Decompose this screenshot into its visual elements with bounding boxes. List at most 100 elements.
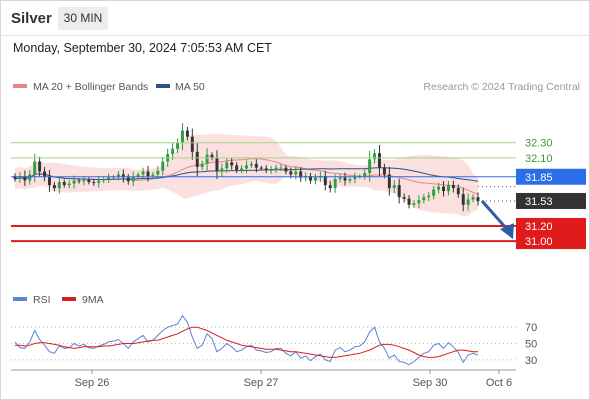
candle-body xyxy=(67,183,71,186)
candle-body xyxy=(422,197,426,201)
candle-body xyxy=(136,174,140,177)
candle-body xyxy=(442,186,445,192)
candle-body xyxy=(185,130,189,137)
candle-body xyxy=(225,162,229,169)
candle-body xyxy=(121,174,125,178)
ma50-legend-label: MA 50 xyxy=(175,81,205,93)
x-tick-label: Sep 27 xyxy=(244,377,279,389)
support-level-tag xyxy=(516,217,586,234)
candle-body xyxy=(13,176,17,180)
candle-body xyxy=(348,179,352,181)
candle-body xyxy=(23,176,27,181)
support-level-label: 31.00 xyxy=(525,236,553,248)
main-plot xyxy=(13,123,480,217)
forecast-arrow-shaft xyxy=(480,199,509,231)
x-tick-label: Sep 26 xyxy=(75,377,110,389)
candle-body xyxy=(294,171,298,175)
candle-body xyxy=(171,148,175,155)
candle-body xyxy=(269,169,273,171)
candle-body xyxy=(378,153,381,168)
candle-body xyxy=(131,176,135,182)
candle-body xyxy=(289,171,293,175)
candle-body xyxy=(461,194,465,205)
candle-body xyxy=(338,177,342,180)
ma9-legend-swatch xyxy=(62,297,76,301)
target-level-label: 32.30 xyxy=(525,138,553,150)
candle-body xyxy=(373,153,377,160)
candle-body xyxy=(471,197,475,200)
candle-body xyxy=(72,180,76,184)
candle-body xyxy=(235,165,239,170)
x-tick-label: Sep 30 xyxy=(413,377,448,389)
candle-body xyxy=(240,168,244,170)
candle-body xyxy=(397,185,401,198)
candle-body xyxy=(323,176,327,186)
ma9-legend-label: 9MA xyxy=(82,294,104,306)
last-price-label: 31.53 xyxy=(525,196,553,208)
candle-body xyxy=(107,177,111,180)
candle-body xyxy=(279,167,283,169)
candle-body xyxy=(466,199,470,205)
candle-body xyxy=(427,195,431,198)
candle-body xyxy=(451,185,455,189)
pivot-level-tag xyxy=(516,168,586,185)
x-tick-label: Oct 6 xyxy=(486,377,512,389)
candle-body xyxy=(230,162,234,166)
candle-body xyxy=(259,167,263,169)
candle-body xyxy=(38,161,42,172)
candle-body xyxy=(176,142,180,149)
ma20-legend-swatch xyxy=(13,84,27,88)
candle-body xyxy=(57,182,61,189)
candle-body xyxy=(190,136,194,152)
candle-body xyxy=(87,179,91,183)
rsi-legend-swatch xyxy=(13,297,27,301)
candle-body xyxy=(195,151,199,167)
candle-body xyxy=(151,174,155,176)
candle-body xyxy=(368,159,372,173)
instrument-title: Silver xyxy=(11,10,52,27)
candle-body xyxy=(77,180,81,182)
candle-body xyxy=(33,161,37,175)
price-levels: 32.30 32.10 31.85 31.53 31.20 31.00 xyxy=(11,138,586,250)
rsi-legend-label: RSI xyxy=(33,294,51,306)
candle-body xyxy=(116,174,120,177)
candle-body xyxy=(417,200,421,204)
candle-body xyxy=(353,176,357,180)
candle-body xyxy=(264,168,268,170)
candle-body xyxy=(180,130,184,143)
candle-body xyxy=(249,163,253,166)
support-level-tag xyxy=(516,233,586,250)
candle-body xyxy=(156,170,160,175)
candle-body xyxy=(309,176,313,181)
candle-body xyxy=(161,161,165,171)
candle-body xyxy=(200,163,204,167)
timeframe-badge[interactable]: 30 MIN xyxy=(58,7,108,30)
candle-body xyxy=(313,177,317,181)
candle-body xyxy=(18,176,22,180)
candle-body xyxy=(343,177,347,181)
timestamp: Monday, September 30, 2024 7:05:53 AM CE… xyxy=(13,41,272,55)
rsi-tick-label: 50 xyxy=(525,339,537,351)
rsi-panel: 30 50 70 xyxy=(11,314,537,367)
candle-body xyxy=(328,185,332,189)
rsi-tick-label: 70 xyxy=(525,322,537,334)
candle-body xyxy=(274,167,278,170)
candle-body xyxy=(412,203,416,205)
candle-body xyxy=(363,172,367,176)
candle-body xyxy=(432,189,436,196)
candle-body xyxy=(82,179,86,182)
candle-body xyxy=(52,185,56,189)
candle-body xyxy=(102,179,106,181)
candle-body xyxy=(456,188,460,195)
candle-body xyxy=(205,154,209,164)
candle-body xyxy=(284,167,288,172)
target-level-label: 32.10 xyxy=(525,153,553,165)
candle-body xyxy=(48,176,51,186)
pivot-level-label: 31.85 xyxy=(525,172,553,184)
candle-body xyxy=(476,197,480,201)
candle-body xyxy=(245,165,248,169)
candle-body xyxy=(446,185,450,192)
bollinger-band xyxy=(15,133,478,217)
candle-body xyxy=(92,182,96,184)
